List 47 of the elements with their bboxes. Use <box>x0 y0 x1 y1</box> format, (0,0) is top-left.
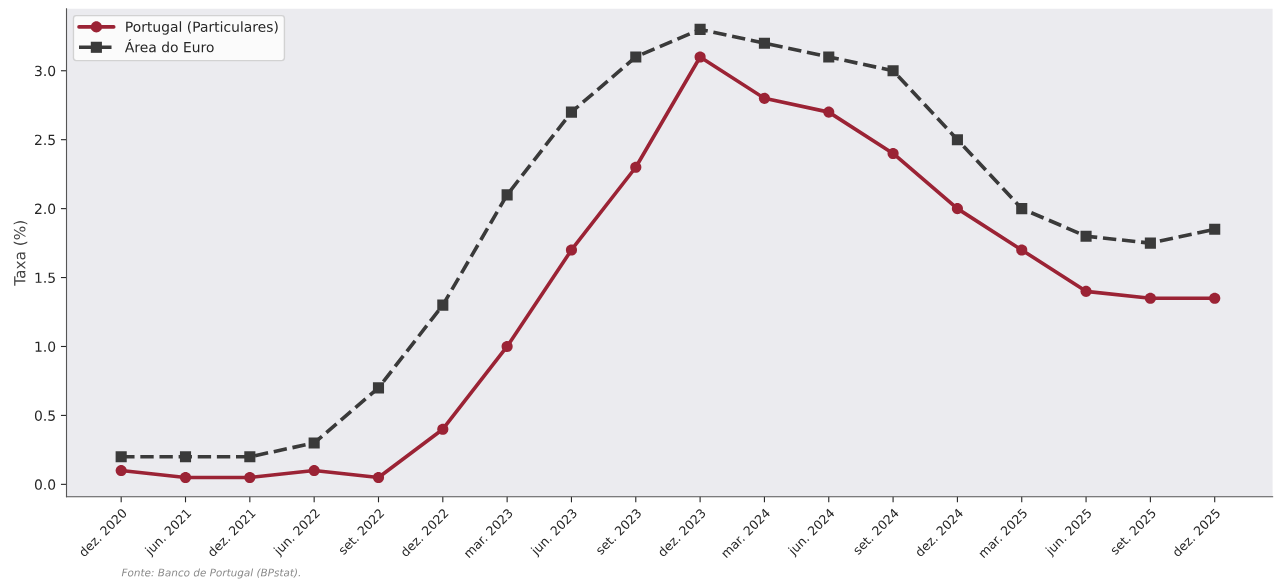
source-note: Fonte: Banco de Portugal (BPstat). <box>121 568 300 579</box>
point <box>437 423 449 435</box>
point <box>951 203 963 215</box>
point <box>694 51 706 63</box>
point <box>437 299 449 311</box>
y-tick-label: 0.5 <box>34 410 55 421</box>
point <box>372 471 385 484</box>
point <box>823 106 835 118</box>
point <box>501 189 513 201</box>
point <box>887 147 899 160</box>
point <box>630 51 642 63</box>
point <box>179 471 192 484</box>
point <box>1080 285 1092 297</box>
y-tick-label: 2.0 <box>35 203 56 215</box>
point <box>244 471 256 484</box>
point <box>1144 237 1156 249</box>
legend-label: Área do Euro <box>124 39 214 53</box>
point <box>694 23 706 35</box>
point <box>501 340 513 353</box>
y-tick-label: 1.5 <box>35 272 55 284</box>
y-tick-label: 3.0 <box>35 65 56 77</box>
point <box>951 134 963 146</box>
point <box>372 382 385 394</box>
point <box>308 465 320 477</box>
y-tick-label: 1.0 <box>35 341 56 352</box>
y-tick-label: 0.0 <box>34 479 56 490</box>
point <box>115 451 127 463</box>
point <box>1209 292 1221 304</box>
point <box>244 451 256 463</box>
point <box>1080 230 1092 242</box>
point <box>1016 244 1028 256</box>
point <box>308 437 320 449</box>
point <box>1016 203 1028 215</box>
point <box>758 92 770 104</box>
point <box>565 106 578 118</box>
point <box>1209 223 1221 235</box>
point <box>565 244 578 256</box>
point <box>179 451 192 463</box>
point <box>823 51 835 63</box>
point <box>887 65 899 77</box>
point <box>630 161 642 173</box>
point <box>758 37 770 49</box>
point <box>1144 292 1156 304</box>
point <box>115 465 127 477</box>
y-axis-title: Taxa (%) <box>13 221 28 286</box>
y-tick-label: 2.5 <box>35 134 55 146</box>
legend-label: Portugal (Particulares) <box>126 21 278 35</box>
